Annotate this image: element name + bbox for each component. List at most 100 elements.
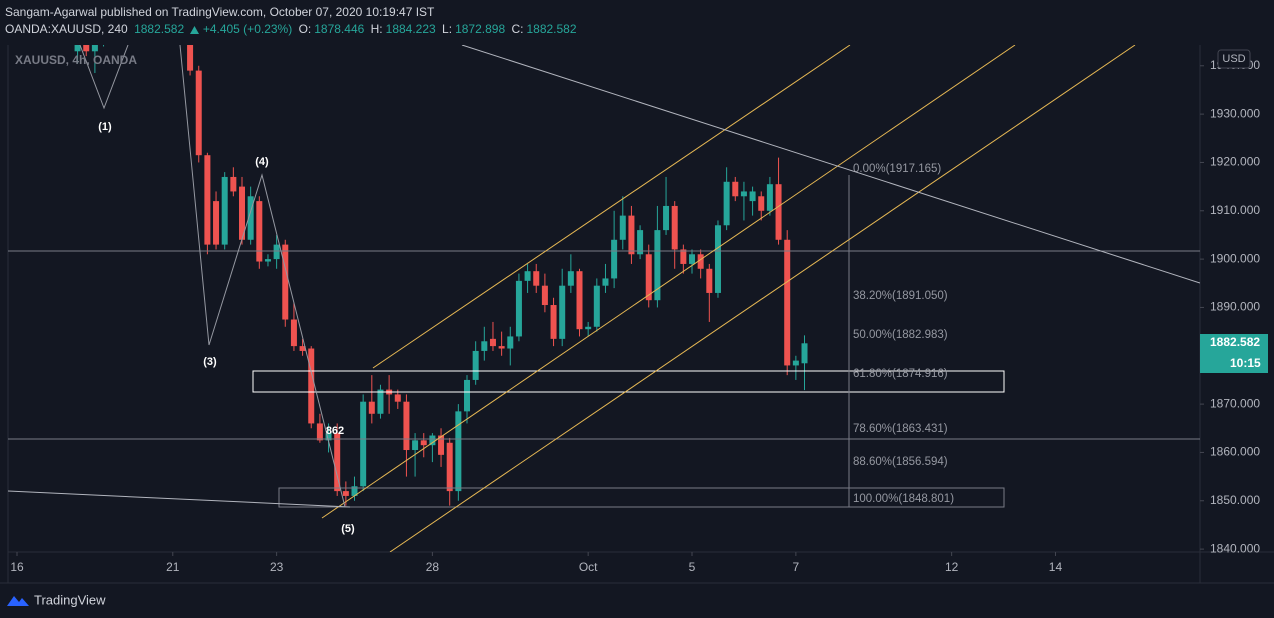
- fib-label: 78.60%(1863.431): [853, 423, 948, 435]
- fib-label: 88.60%(1856.594): [853, 456, 948, 468]
- y-tick-label: 1900.000: [1210, 251, 1260, 265]
- candle-body: [282, 244, 289, 320]
- currency-box[interactable]: [1217, 49, 1251, 69]
- candle-body: [784, 239, 791, 366]
- y-tick-label: 1860.000: [1210, 445, 1260, 459]
- header: Sangam-Agarwal published on TradingView.…: [5, 4, 580, 38]
- candle-body: [766, 184, 773, 211]
- candle-body: [758, 196, 765, 211]
- logo-icon: [7, 596, 29, 606]
- candle-body: [637, 230, 644, 255]
- candle-body: [316, 423, 323, 441]
- x-tick-label: 16: [10, 560, 24, 574]
- candle-body: [360, 401, 367, 487]
- candle-body: [611, 239, 618, 279]
- candle-body: [498, 346, 505, 349]
- candle-body: [723, 181, 730, 226]
- wave-line: [79, 45, 129, 110]
- x-tick-label: Oct: [579, 560, 598, 574]
- pattern-label: 862: [326, 425, 344, 437]
- candle-body: [230, 176, 237, 192]
- symbol-line: OANDA:XAUUSD, 240 1882.582 +4.405 (+0.23…: [5, 21, 580, 38]
- ohlc-key: C:: [511, 22, 524, 36]
- candle-body: [412, 440, 419, 451]
- candle-body: [740, 191, 747, 197]
- x-tick-label: 28: [426, 560, 440, 574]
- trend-line: [8, 490, 351, 508]
- candle-body: [714, 225, 721, 293]
- candle-body: [559, 285, 566, 339]
- fib-label: 100.00%(1848.801): [853, 493, 954, 505]
- candle-body: [368, 401, 375, 414]
- candle-body: [187, 45, 194, 71]
- fib-label: 38.20%(1891.050): [853, 290, 948, 302]
- x-tick-label: 12: [945, 560, 959, 574]
- candle-body: [247, 196, 254, 240]
- candle-body: [403, 401, 410, 451]
- candle-body: [593, 285, 600, 327]
- price-axis-bg: [1200, 45, 1274, 552]
- candle-body: [446, 442, 453, 492]
- candle-body: [290, 319, 297, 347]
- ohlc-value: 1884.223: [385, 22, 436, 36]
- candle-body: [299, 346, 306, 351]
- candle-body: [602, 278, 609, 286]
- last-price: 1882.582: [1210, 335, 1260, 349]
- y-tick-label: 1870.000: [1210, 396, 1260, 410]
- publish-line: Sangam-Agarwal published on TradingView.…: [5, 5, 435, 19]
- candle-body: [429, 435, 436, 446]
- candle-body: [507, 336, 514, 349]
- candle-body: [91, 45, 98, 52]
- candle-body: [273, 244, 280, 260]
- candle-body: [524, 271, 531, 281]
- candle-body: [342, 491, 349, 496]
- change: +4.405 (+0.23%): [202, 22, 293, 36]
- y-tick-label: 1910.000: [1210, 203, 1260, 217]
- logo: [7, 596, 29, 606]
- ohlc-value: 1882.582: [526, 22, 577, 36]
- candle-body: [663, 205, 670, 231]
- candle-body: [654, 230, 661, 301]
- candle-body: [394, 394, 401, 402]
- symbol: OANDA:XAUUSD, 240: [5, 22, 128, 36]
- candle-body: [308, 348, 315, 424]
- fib-label: 0.00%(1917.165): [853, 163, 941, 175]
- y-tick-label: 1930.000: [1210, 106, 1260, 120]
- candle-body: [213, 201, 220, 245]
- candle-body: [195, 70, 202, 156]
- candle-body: [264, 259, 271, 262]
- y-tick-label: 1840.000: [1210, 541, 1260, 555]
- candle-body: [489, 338, 496, 347]
- y-tick-label: 1850.000: [1210, 493, 1260, 507]
- wave-label: (3): [203, 356, 217, 368]
- candle-body: [671, 205, 678, 250]
- y-tick-label: 1890.000: [1210, 300, 1260, 314]
- candle-body: [697, 254, 704, 269]
- candle-body: [645, 254, 652, 301]
- up-arrow: [190, 25, 200, 34]
- brand: TradingView: [34, 592, 106, 607]
- candle-body: [550, 305, 557, 339]
- candle-body: [775, 184, 782, 240]
- candle-body: [706, 268, 713, 293]
- x-tick-label: 14: [1049, 560, 1063, 574]
- y-tick-label: 1920.000: [1210, 155, 1260, 169]
- candle-body: [472, 350, 479, 380]
- channel-line: [389, 45, 1136, 552]
- x-tick-label: 5: [689, 560, 696, 574]
- trend-line: [461, 45, 1200, 284]
- candle-body: [689, 254, 696, 264]
- ohlc-value: 1872.898: [455, 22, 506, 36]
- drawings: [8, 45, 1200, 552]
- candle-body: [680, 249, 687, 264]
- candle-body: [420, 440, 427, 446]
- x-tick-label: 21: [166, 560, 180, 574]
- candle-body: [628, 215, 635, 255]
- candle-body: [533, 271, 540, 286]
- candle-body: [377, 389, 384, 414]
- countdown: 10:15: [1230, 356, 1261, 370]
- candle-body: [438, 435, 445, 455]
- candle-body: [325, 433, 332, 441]
